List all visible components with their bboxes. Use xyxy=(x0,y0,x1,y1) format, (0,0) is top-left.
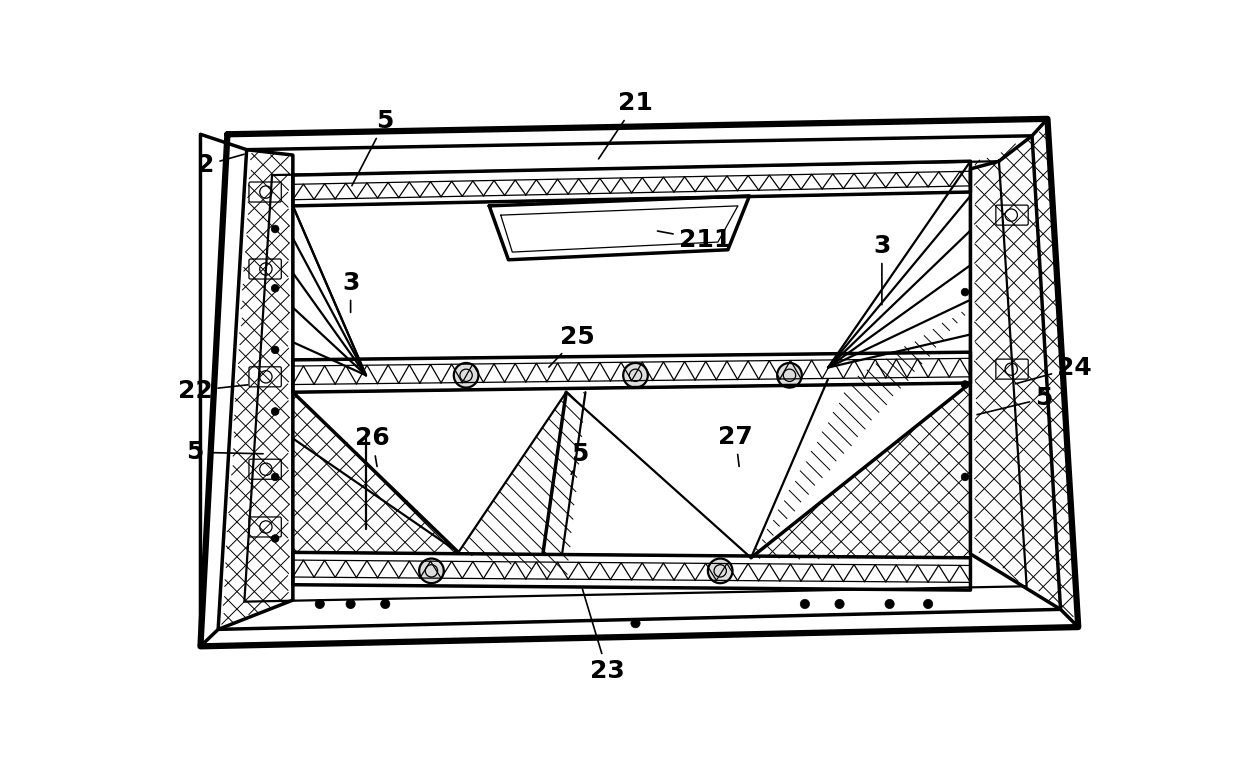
Circle shape xyxy=(924,599,932,609)
Text: 5: 5 xyxy=(572,442,589,474)
Text: 3: 3 xyxy=(873,234,890,305)
Circle shape xyxy=(272,473,279,481)
Text: 5: 5 xyxy=(186,440,263,464)
Text: 26: 26 xyxy=(355,427,389,466)
Circle shape xyxy=(961,288,968,296)
Text: 23: 23 xyxy=(583,589,625,683)
Circle shape xyxy=(454,363,479,388)
Circle shape xyxy=(381,599,389,609)
Text: 22: 22 xyxy=(177,378,248,403)
Circle shape xyxy=(315,599,325,609)
Circle shape xyxy=(272,346,279,354)
Text: 211: 211 xyxy=(657,228,732,252)
Circle shape xyxy=(346,599,355,609)
Circle shape xyxy=(272,284,279,292)
Circle shape xyxy=(961,473,968,481)
Text: 21: 21 xyxy=(599,91,653,159)
Circle shape xyxy=(708,558,733,583)
Circle shape xyxy=(272,535,279,542)
Text: 5: 5 xyxy=(977,386,1053,414)
Text: 24: 24 xyxy=(1016,355,1091,384)
Circle shape xyxy=(961,381,968,388)
Text: 2: 2 xyxy=(197,153,244,177)
Text: 27: 27 xyxy=(718,425,753,466)
Circle shape xyxy=(631,619,640,628)
Circle shape xyxy=(419,558,444,583)
Text: 3: 3 xyxy=(342,271,360,313)
Text: 25: 25 xyxy=(549,325,595,367)
Circle shape xyxy=(777,363,802,388)
Circle shape xyxy=(272,408,279,415)
Circle shape xyxy=(885,599,894,609)
Text: 5: 5 xyxy=(352,110,394,185)
Circle shape xyxy=(624,363,647,388)
Circle shape xyxy=(835,599,844,609)
Circle shape xyxy=(800,599,810,609)
Circle shape xyxy=(272,225,279,233)
